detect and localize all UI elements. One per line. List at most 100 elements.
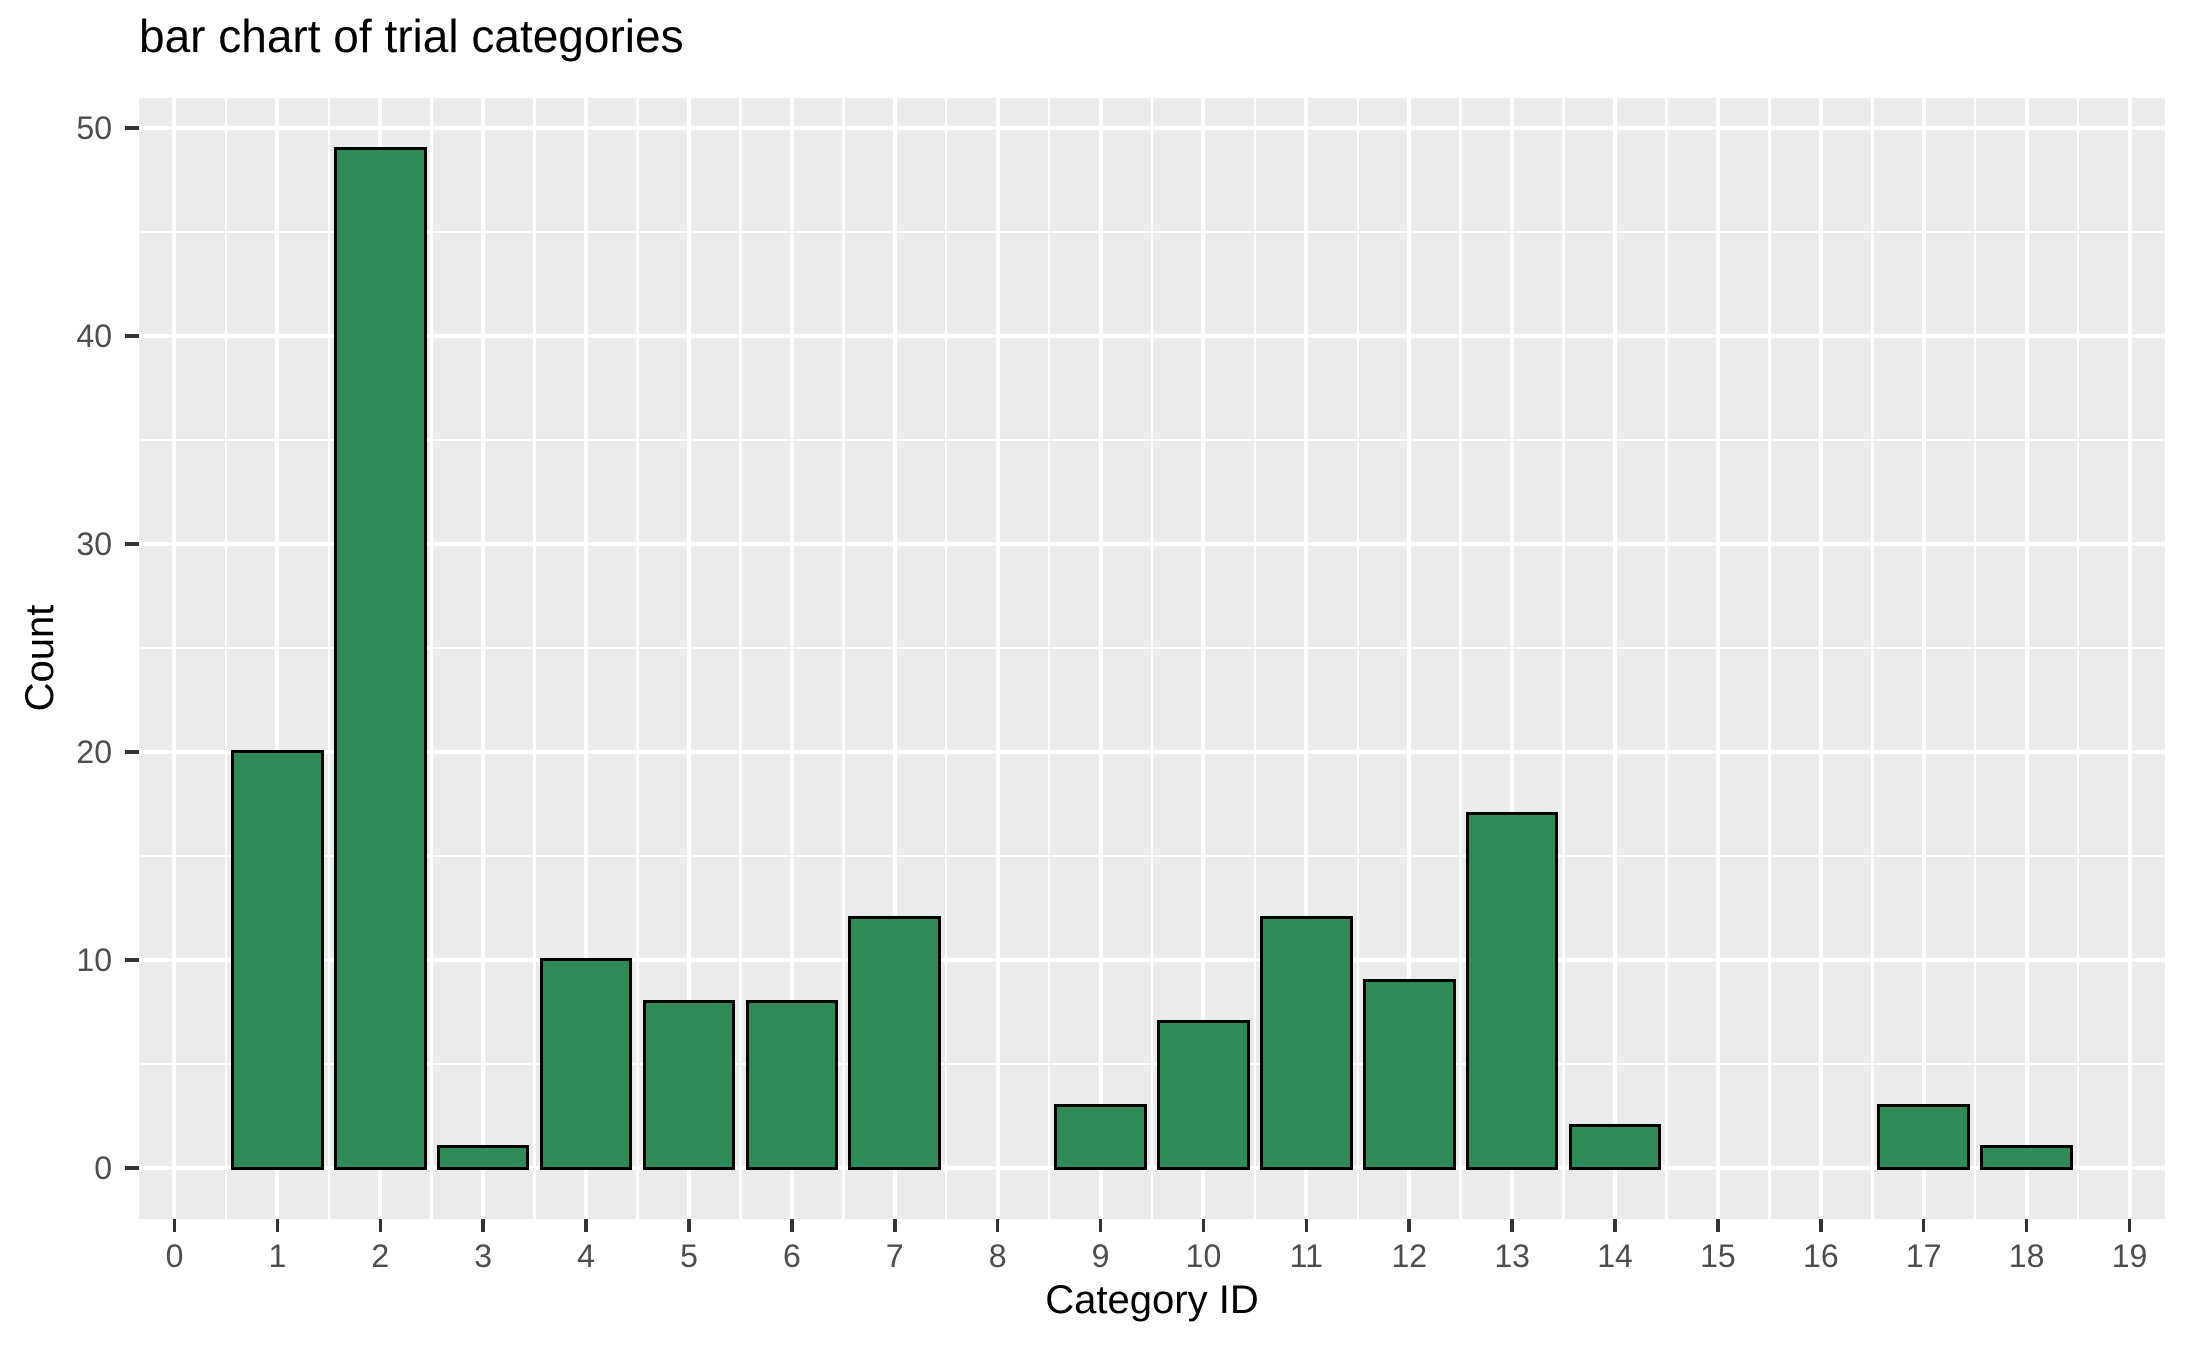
y-tick-mark [125, 126, 139, 130]
bar-category-7 [848, 916, 942, 1171]
x-tick-mark [1819, 1219, 1823, 1232]
gridline-minor-v [1459, 98, 1462, 1219]
x-tick-mark [2024, 1219, 2029, 1232]
x-tick-mark [378, 1219, 383, 1232]
x-tick-mark [790, 1219, 794, 1232]
x-tick-label: 16 [1803, 1238, 1839, 1274]
bar-category-13 [1465, 812, 1559, 1171]
gridline-major-v [584, 98, 589, 1219]
gridline-major-v [2024, 98, 2029, 1219]
gridline-minor-v [636, 98, 639, 1219]
bar-category-18 [1980, 1145, 2073, 1171]
chart-title: bar chart of trial categories [139, 10, 684, 62]
gridline-major-v [1304, 98, 1309, 1219]
gridline-major-h [139, 750, 2165, 755]
gridline-minor-v [430, 98, 433, 1219]
x-tick-label: 1 [268, 1238, 287, 1274]
y-tick-mark [125, 542, 139, 546]
bar-category-17 [1877, 1103, 1970, 1171]
y-tick-label: 0 [94, 1150, 112, 1187]
gridline-minor-v [1253, 98, 1257, 1219]
gridline-minor-v [1768, 98, 1771, 1219]
bar-category-14 [1568, 1124, 1662, 1171]
x-tick-label: 13 [1494, 1238, 1530, 1274]
plot-panel [139, 98, 2165, 1219]
x-tick-label: 19 [2111, 1238, 2148, 1274]
x-tick-label: 14 [1597, 1238, 1633, 1274]
x-tick-label: 2 [371, 1238, 390, 1274]
gridline-minor-v [1356, 98, 1360, 1219]
x-tick-label: 9 [1091, 1238, 1110, 1274]
bar-category-6 [745, 999, 839, 1171]
gridline-major-h [139, 958, 2165, 963]
y-tick-mark [125, 1166, 139, 1170]
gridline-major-v [1715, 98, 1720, 1219]
gridline-major-v [686, 98, 691, 1219]
gridline-minor-v [944, 98, 948, 1219]
gridline-minor-v [1150, 98, 1154, 1219]
x-tick-mark [2127, 1219, 2132, 1232]
x-tick-label: 17 [1905, 1238, 1942, 1274]
gridline-minor-v [842, 98, 845, 1219]
x-tick-label: 10 [1185, 1238, 1222, 1274]
bar-category-1 [231, 750, 324, 1171]
bar-category-4 [539, 958, 633, 1171]
x-tick-mark [1716, 1219, 1720, 1232]
gridline-major-v [481, 98, 486, 1219]
gridline-major-v [1818, 98, 1823, 1219]
gridline-major-v [1613, 98, 1618, 1219]
gridline-major-h [139, 334, 2165, 339]
x-tick-label: 12 [1391, 1238, 1428, 1274]
gridline-major-v [2127, 98, 2132, 1219]
gridline-major-v [1098, 98, 1103, 1219]
x-tick-label: 6 [782, 1238, 801, 1274]
y-tick-label: 40 [76, 318, 112, 355]
gridline-major-v [789, 98, 794, 1219]
x-axis-title: Category ID [1045, 1278, 1259, 1322]
x-tick-label: 8 [988, 1238, 1007, 1274]
x-tick-label: 7 [885, 1238, 904, 1274]
x-tick-mark [1407, 1219, 1411, 1232]
bar-category-9 [1054, 1103, 1147, 1171]
x-tick-mark [1921, 1219, 1926, 1232]
gridline-minor-v [739, 98, 742, 1219]
x-tick-label: 5 [680, 1238, 698, 1274]
x-tick-label: 0 [165, 1238, 184, 1274]
y-tick-mark [125, 750, 139, 754]
y-tick-label: 30 [76, 526, 112, 563]
gridline-major-v [892, 98, 897, 1219]
gridline-major-h [139, 542, 2165, 547]
bar-category-12 [1362, 978, 1456, 1171]
gridline-minor-v [2076, 98, 2080, 1219]
x-tick-mark [1510, 1219, 1514, 1232]
x-tick-label: 18 [2008, 1238, 2045, 1274]
gridline-major-v [1201, 98, 1206, 1219]
y-tick-mark [125, 334, 139, 338]
gridline-minor-v [1047, 98, 1051, 1219]
y-axis-title: Count [18, 604, 62, 712]
gridline-minor-v [1871, 98, 1874, 1219]
bar-category-5 [642, 999, 736, 1171]
gridline-major-h [139, 1166, 2165, 1171]
bar-category-3 [436, 1145, 530, 1171]
gridline-minor-v [533, 98, 536, 1219]
gridline-major-v [275, 98, 280, 1219]
x-tick-mark [995, 1219, 1000, 1232]
x-tick-label: 3 [474, 1238, 493, 1274]
gridline-major-h [139, 126, 2165, 131]
gridline-major-v [172, 98, 177, 1219]
y-tick-label: 50 [76, 110, 112, 147]
gridline-major-v [995, 98, 1000, 1219]
gridline-minor-v [327, 98, 331, 1219]
x-tick-mark [584, 1219, 588, 1232]
x-tick-label: 4 [577, 1238, 595, 1274]
bar-category-11 [1260, 916, 1353, 1171]
y-tick-label: 10 [76, 942, 112, 979]
gridline-major-v [1407, 98, 1412, 1219]
x-tick-mark [1613, 1219, 1617, 1232]
x-tick-mark [687, 1219, 691, 1232]
x-tick-mark [481, 1219, 485, 1232]
x-tick-label: 11 [1289, 1238, 1323, 1274]
y-tick-mark [125, 958, 139, 962]
